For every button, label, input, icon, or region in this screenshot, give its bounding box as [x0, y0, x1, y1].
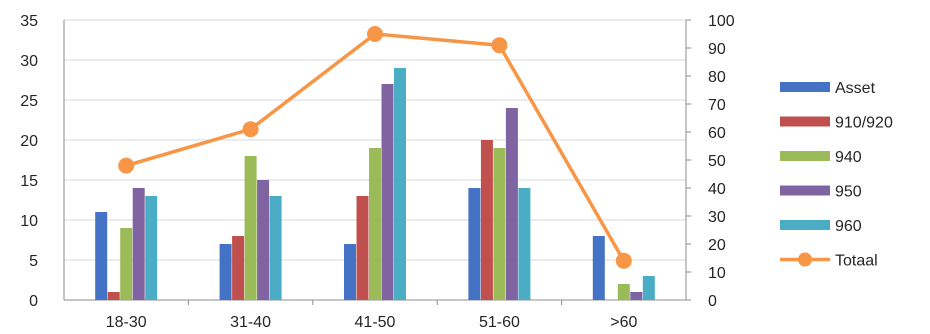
legend-label: Asset	[835, 80, 876, 97]
bar-960	[269, 196, 282, 300]
bar-940	[493, 148, 506, 300]
legend-label: 910/920	[835, 115, 893, 132]
bar-910-920	[480, 140, 493, 300]
y-right-tick-label: 0	[708, 293, 717, 310]
y-left-tick-label: 25	[20, 93, 38, 110]
tick-labels: 0 5 10 15 20 25 30 35 0 10 20 30 40 50 60 70 80 90 100 18-3…	[20, 13, 735, 331]
bar-asset	[344, 244, 356, 300]
y-right-tick-label: 30	[708, 209, 726, 226]
y-right-tick-label: 100	[708, 13, 735, 30]
bar-950	[257, 180, 270, 300]
y-right-tick-label: 70	[708, 97, 726, 114]
y-right-tick-label: 50	[708, 153, 726, 170]
bar-960	[145, 196, 158, 300]
legend-label: Totaal	[835, 253, 878, 270]
x-tick-label: 41-50	[355, 314, 396, 331]
bar-940	[369, 148, 381, 300]
x-tick-label: 51-60	[479, 314, 520, 331]
y-left-tick-label: 0	[29, 293, 38, 310]
bar-950	[381, 84, 394, 300]
line-point	[242, 121, 259, 138]
bar-asset	[592, 236, 605, 300]
legend-swatch	[780, 82, 830, 92]
bar-910-920	[356, 196, 369, 300]
bar-940	[120, 228, 133, 300]
line-point	[367, 26, 383, 42]
legend-label: 950	[835, 184, 862, 201]
legend-marker	[798, 252, 812, 267]
bar-asset	[95, 212, 108, 300]
legend-swatch	[780, 220, 830, 230]
legend-swatch	[780, 116, 830, 127]
legend-label: 940	[835, 149, 862, 166]
y-left-tick-label: 30	[20, 53, 38, 70]
legend-label: 960	[835, 218, 862, 235]
line-point	[118, 157, 135, 174]
y-left-tick-label: 35	[20, 13, 38, 30]
y-right-tick-label: 80	[708, 69, 726, 86]
y-right-tick-label: 40	[708, 181, 726, 198]
y-right-tick-label: 90	[708, 41, 726, 58]
x-tick-label: 18-30	[106, 314, 147, 331]
bar-asset	[468, 188, 481, 300]
line-point	[615, 252, 632, 269]
x-tick-label: 31-40	[230, 314, 271, 331]
y-left-tick-label: 20	[20, 133, 38, 150]
y-left-tick-label: 10	[20, 213, 38, 230]
bars	[95, 68, 655, 300]
bar-960	[642, 276, 655, 300]
x-tick-label: >60	[610, 314, 637, 331]
y-left-tick-label: 5	[29, 253, 38, 270]
bar-950	[132, 188, 145, 300]
y-right-tick-label: 60	[708, 125, 726, 142]
bar-960	[518, 188, 531, 300]
bar-960	[394, 68, 406, 300]
legend: Asset 910/920 940 950 960 Totaal	[780, 80, 893, 270]
legend-swatch	[780, 185, 830, 196]
line-series	[118, 26, 632, 269]
bar-910-920	[232, 236, 245, 300]
bar-asset	[219, 244, 232, 300]
bar-940	[617, 284, 630, 300]
legend-swatch	[780, 151, 830, 161]
bar-910-920	[107, 292, 120, 300]
line-point	[491, 37, 508, 54]
bar-950	[630, 292, 643, 300]
bar-950	[505, 108, 518, 300]
y-right-tick-label: 20	[708, 237, 726, 254]
y-left-tick-label: 15	[20, 173, 38, 190]
bar-940	[244, 156, 257, 300]
y-right-tick-label: 10	[708, 265, 726, 282]
